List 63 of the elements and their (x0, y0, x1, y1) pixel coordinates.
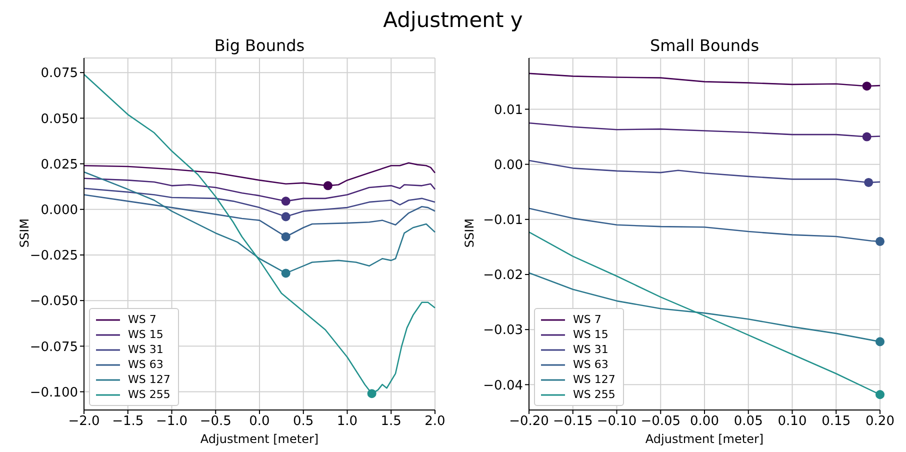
legend-label: WS 31 (128, 342, 164, 357)
x-tick-label: −0.10 (596, 414, 637, 430)
y-tick-label: 0.01 (494, 102, 523, 118)
x-tick-label: 0.00 (690, 414, 719, 430)
point (281, 212, 290, 222)
y-tick-label: −0.01 (483, 213, 523, 228)
point (323, 181, 332, 190)
y-tick-label: −0.075 (30, 340, 78, 355)
x-tick-label: −2.0 (68, 414, 100, 430)
x-tick-label: −1.0 (156, 414, 188, 430)
legend-label: WS 127 (573, 372, 616, 387)
y-tick-label: −0.050 (30, 294, 78, 310)
y-axis-title: SSIM (18, 218, 32, 248)
point (875, 236, 885, 246)
legend-label: WS 255 (573, 387, 616, 402)
legend-label: WS 127 (128, 372, 170, 387)
y-tick-label: 0.000 (40, 202, 78, 218)
legend-label: WS 63 (573, 357, 608, 372)
y-tick-label: −0.02 (483, 268, 523, 284)
x-tick-label: −0.20 (509, 414, 549, 430)
point (862, 82, 872, 91)
y-tick-label: −0.025 (30, 248, 78, 264)
chart-subtitle: Small Bounds (648, 36, 760, 55)
point (367, 389, 376, 398)
y-tick-label: −0.03 (483, 323, 523, 338)
point (862, 132, 872, 142)
x-tick-label: 2.0 (424, 414, 446, 430)
x-tick-label: 0.05 (734, 414, 763, 430)
legend-label: WS 15 (573, 327, 608, 342)
y-tick-label: 0.00 (494, 158, 523, 173)
x-tick-label: −0.5 (200, 414, 232, 430)
x-tick-label: 1.5 (380, 414, 402, 430)
x-tick-label: 0.15 (822, 414, 851, 430)
y-tick-label: −0.100 (30, 385, 78, 400)
legend-label: WS 63 (128, 357, 164, 372)
x-tick-label: 1.0 (336, 414, 358, 430)
point (281, 232, 290, 242)
x-tick-label: −0.05 (640, 414, 681, 430)
point (864, 178, 874, 187)
x-tick-label: 0.10 (778, 414, 807, 430)
legend-label: WS 7 (573, 312, 602, 327)
x-tick-label: −0.15 (552, 414, 593, 430)
point (281, 196, 290, 206)
chart-title: Adjustment y (383, 8, 523, 32)
x-tick-label: 0.5 (293, 414, 314, 430)
x-tick-label: 0.0 (249, 414, 270, 430)
legend-label: WS 31 (573, 342, 608, 357)
legend-label: WS 255 (128, 387, 170, 402)
legend-label: WS 15 (128, 327, 164, 342)
y-axis-title: SSIM (462, 218, 477, 248)
y-tick-label: −0.04 (483, 378, 523, 394)
x-tick-label: 0.20 (866, 414, 894, 430)
x-tick-label: −1.5 (112, 414, 144, 430)
point (875, 337, 885, 346)
y-tick-label: 0.025 (40, 157, 78, 172)
y-tick-label: 0.075 (40, 66, 78, 82)
legend-label: WS 7 (128, 312, 156, 327)
point (281, 268, 290, 278)
chart-subtitle: Big Bounds (213, 36, 306, 55)
y-tick-label: 0.050 (40, 112, 78, 127)
x-axis-title: Adjustment [meter] (199, 432, 320, 446)
point (875, 390, 885, 400)
x-axis-title: Adjustment [meter] (644, 432, 765, 446)
